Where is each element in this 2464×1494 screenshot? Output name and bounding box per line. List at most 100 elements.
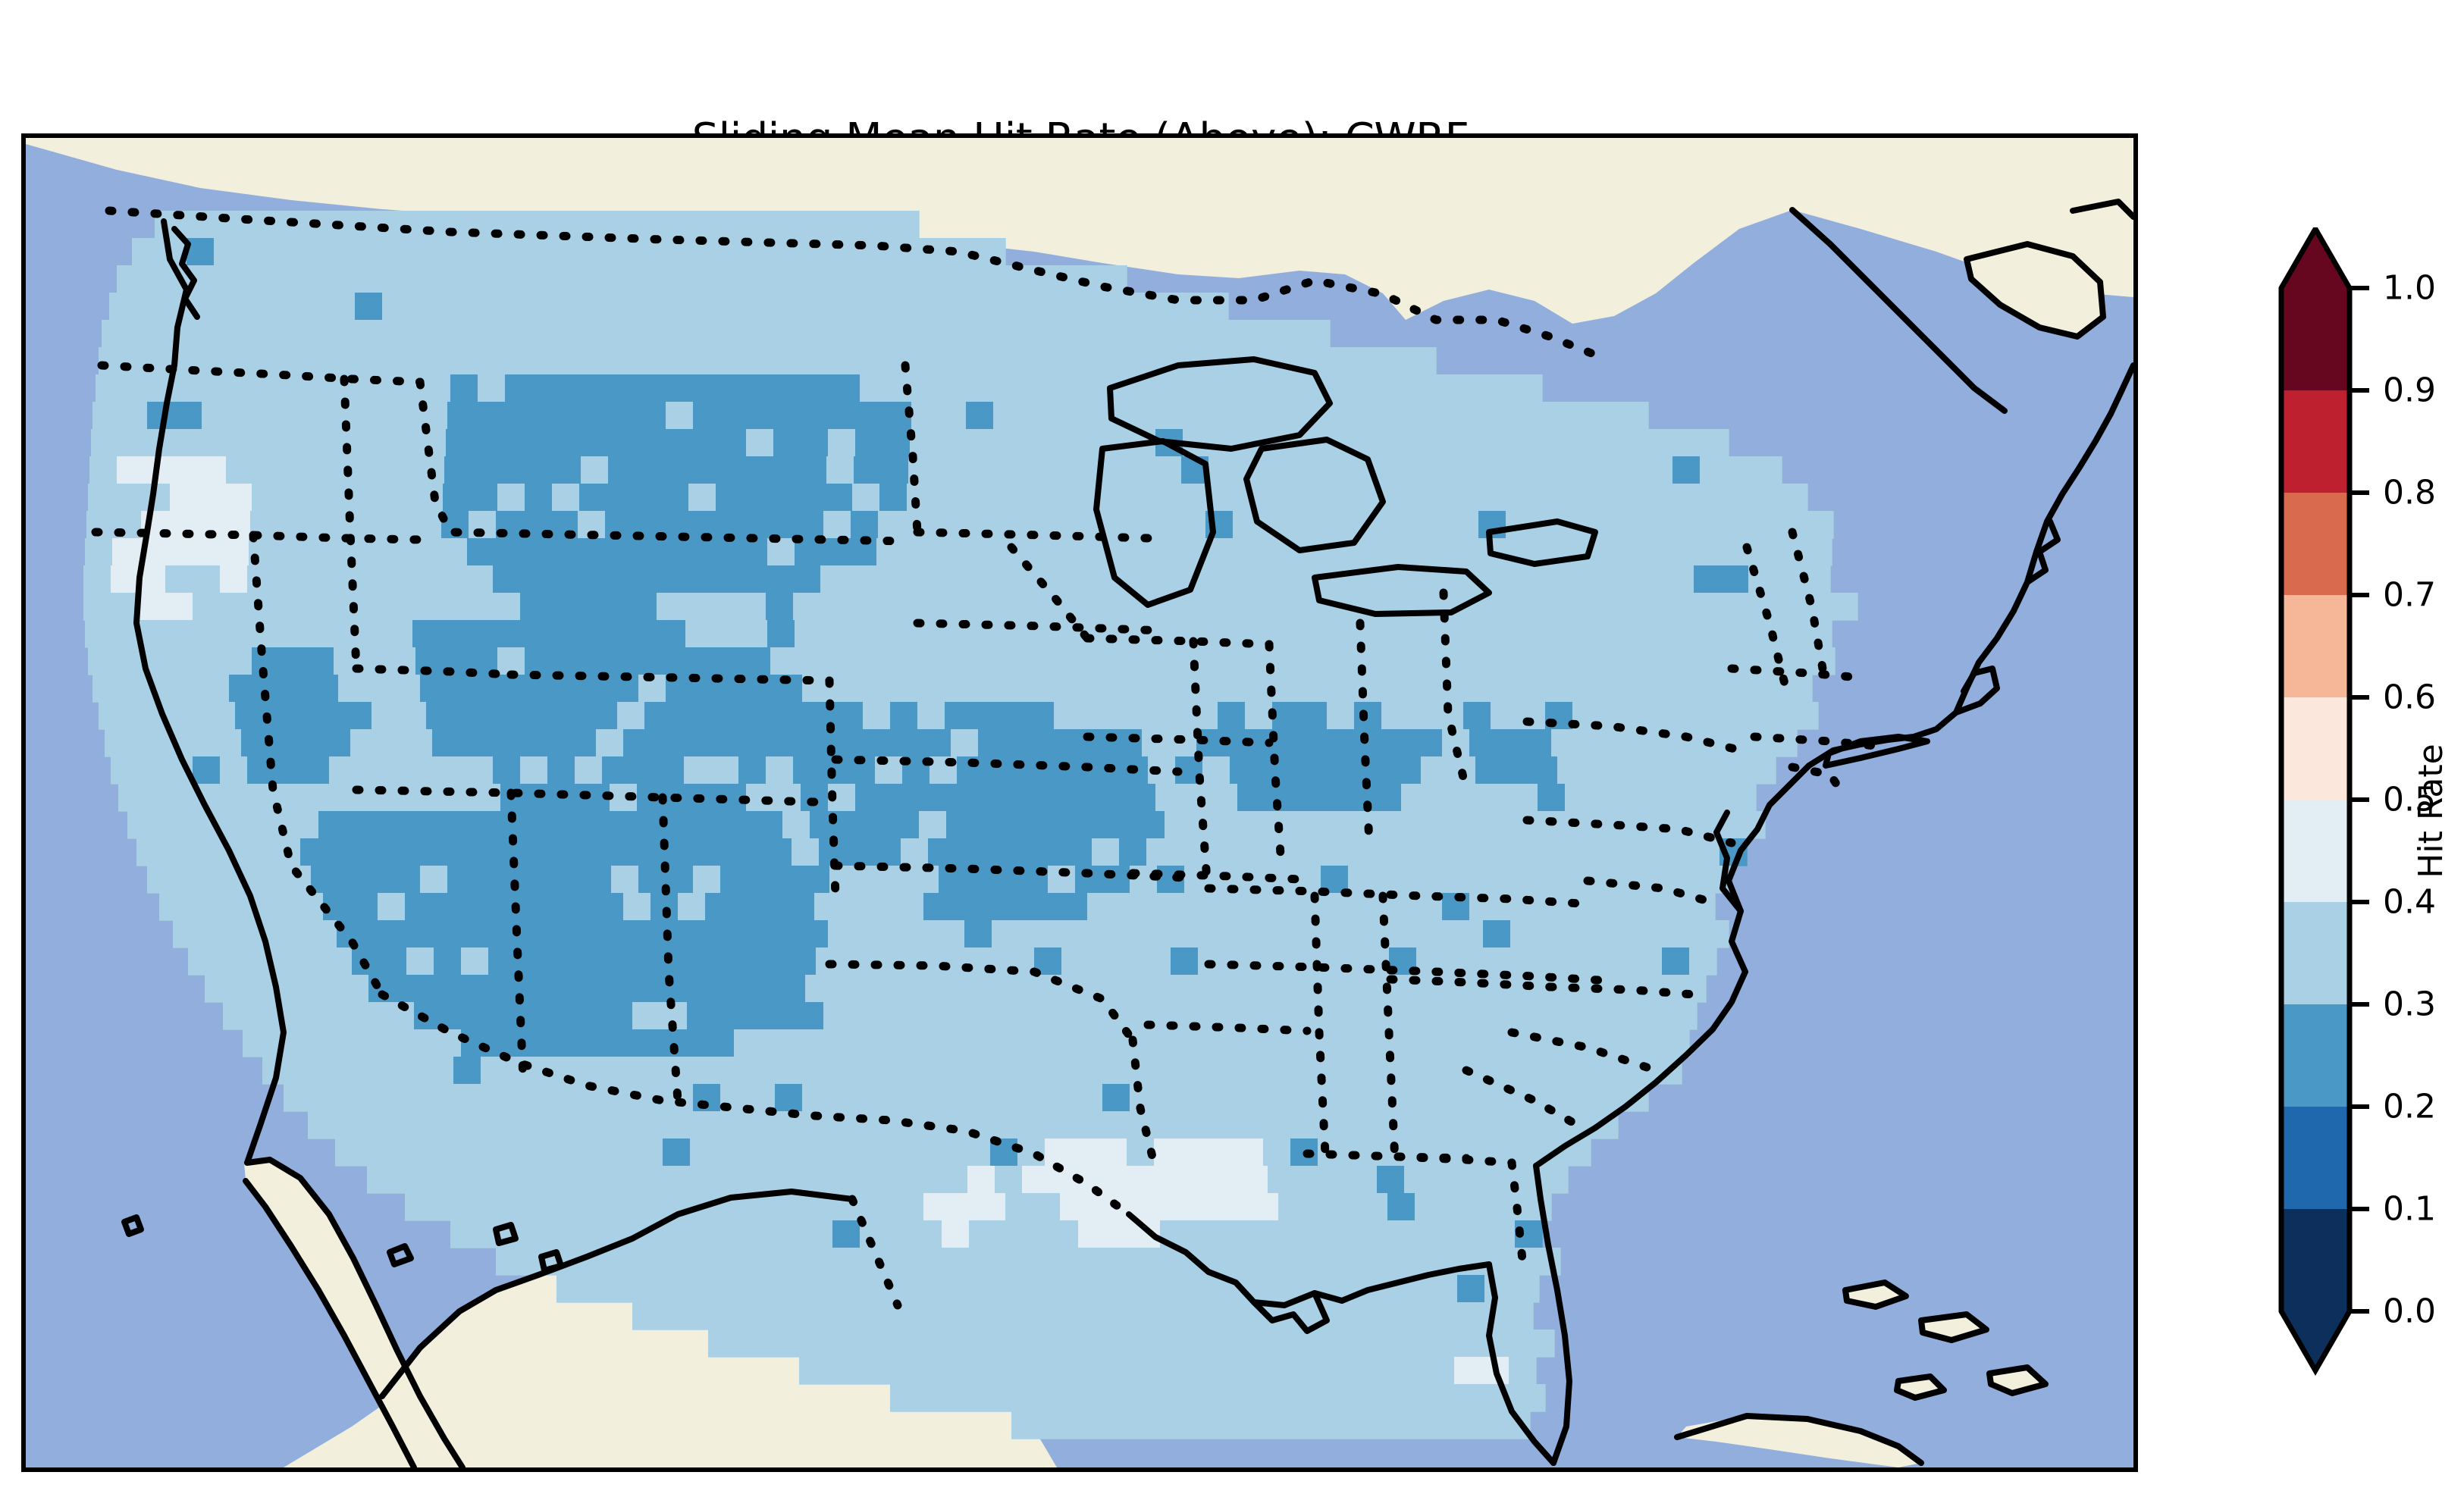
data-grid-cell bbox=[1202, 565, 1230, 594]
data-grid-cell bbox=[864, 211, 892, 239]
data-grid-cell bbox=[88, 647, 116, 675]
data-grid-cell bbox=[338, 1084, 366, 1112]
data-grid-cell bbox=[1639, 565, 1667, 594]
data-grid-cell bbox=[799, 1139, 827, 1167]
data-grid-cell bbox=[716, 647, 744, 675]
data-grid-cell bbox=[1154, 1139, 1182, 1167]
data-grid-cell bbox=[309, 429, 337, 457]
data-grid-cell bbox=[1157, 402, 1185, 430]
data-grid-cell bbox=[1278, 1193, 1306, 1221]
state-border-line bbox=[415, 377, 910, 546]
data-grid-cell bbox=[1303, 320, 1331, 348]
data-grid-cell bbox=[459, 893, 487, 921]
colorbar[interactable]: 1.0 0.9 0.8 0.7 0.6 0.5 0.4 0.3 0.2 0.1 0.0 Hit Ra… bbox=[2271, 227, 2464, 1380]
data-grid-cell bbox=[746, 429, 774, 457]
data-grid-cell bbox=[614, 374, 642, 402]
coastline-path bbox=[2024, 518, 2061, 585]
data-grid-cell bbox=[1178, 511, 1206, 539]
data-grid-cell bbox=[1028, 811, 1056, 839]
data-grid-cell bbox=[420, 1084, 448, 1112]
data-grid-cell bbox=[218, 293, 246, 321]
data-grid-cell bbox=[1515, 374, 1543, 402]
data-grid-cell bbox=[147, 866, 175, 894]
data-grid-cell bbox=[749, 1166, 777, 1194]
data-grid-cell bbox=[1642, 1002, 1670, 1030]
data-grid-cell bbox=[769, 1248, 797, 1276]
data-grid-cell bbox=[1390, 1330, 1419, 1358]
data-grid-cell bbox=[111, 593, 139, 621]
data-grid-cell bbox=[1431, 1166, 1459, 1194]
data-grid-cell bbox=[972, 702, 1000, 730]
data-grid-cell bbox=[735, 1330, 763, 1358]
data-grid-cell bbox=[140, 620, 168, 648]
data-grid-cell bbox=[691, 920, 719, 948]
data-grid-cell bbox=[226, 456, 254, 484]
data-grid-cell bbox=[644, 1057, 672, 1085]
data-grid-cell bbox=[1345, 1139, 1373, 1167]
data-grid-cell bbox=[1527, 1330, 1555, 1358]
data-grid-cell bbox=[1101, 920, 1129, 948]
data-grid-cell bbox=[1213, 1166, 1241, 1194]
data-grid-cell bbox=[866, 320, 894, 348]
data-grid-cell bbox=[1322, 1166, 1350, 1194]
data-grid-cell bbox=[549, 620, 577, 648]
data-grid-cell bbox=[1666, 565, 1694, 594]
data-grid-cell bbox=[446, 429, 474, 457]
data-grid-cell bbox=[473, 784, 501, 812]
data-grid-cell bbox=[964, 429, 992, 457]
data-grid-cell bbox=[1450, 538, 1478, 566]
colorbar-bin bbox=[2281, 1004, 2350, 1107]
data-grid-cell bbox=[1724, 511, 1752, 539]
data-grid-cell bbox=[466, 756, 494, 785]
data-grid-cell bbox=[1400, 1111, 1428, 1139]
data-grid-cell bbox=[820, 593, 848, 621]
data-grid-cell bbox=[754, 347, 782, 375]
data-grid-cell bbox=[1146, 838, 1174, 866]
data-grid-cell bbox=[602, 593, 630, 621]
data-grid-cell bbox=[1039, 756, 1067, 785]
data-grid-cell bbox=[1616, 484, 1644, 512]
data-grid-cell bbox=[177, 374, 205, 402]
data-grid-cell bbox=[1498, 947, 1526, 976]
data-grid-cell bbox=[1563, 456, 1591, 484]
data-grid-cell bbox=[972, 1384, 1000, 1412]
data-grid-cell bbox=[763, 1330, 791, 1358]
colorbar-ticks bbox=[2350, 286, 2369, 1314]
data-grid-cell bbox=[1212, 402, 1240, 430]
data-grid-cell bbox=[1230, 1411, 1258, 1439]
data-grid-cell bbox=[1187, 1220, 1215, 1248]
data-grid-cell bbox=[657, 593, 685, 621]
data-grid-cell bbox=[444, 456, 472, 484]
data-grid-cell bbox=[1398, 484, 1426, 512]
data-grid-cell bbox=[855, 784, 883, 812]
data-grid-cell bbox=[873, 293, 901, 321]
map-canvas bbox=[26, 138, 2133, 1467]
data-grid-cell bbox=[526, 1111, 554, 1139]
data-grid-cell bbox=[1293, 675, 1321, 703]
data-grid-cell bbox=[960, 1302, 988, 1330]
data-grid-cell bbox=[1365, 838, 1393, 866]
data-grid-cell bbox=[1196, 893, 1224, 921]
data-grid-cell bbox=[1721, 565, 1749, 594]
data-grid-cell bbox=[174, 402, 202, 430]
data-grid-cell bbox=[613, 1166, 641, 1194]
data-grid-cell bbox=[1557, 593, 1585, 621]
data-grid-cell bbox=[1591, 456, 1619, 484]
data-grid-cell bbox=[1224, 893, 1252, 921]
data-grid-cell bbox=[1024, 374, 1052, 402]
data-grid-cell bbox=[220, 565, 248, 594]
colorbar-over-arrow bbox=[2281, 229, 2350, 288]
data-grid-cell bbox=[937, 429, 965, 457]
data-grid-cell bbox=[447, 1084, 475, 1112]
data-grid-cell bbox=[526, 265, 554, 293]
data-grid-cell bbox=[590, 702, 618, 730]
data-grid-cell bbox=[422, 1166, 450, 1194]
data-grid-cell bbox=[1237, 920, 1265, 948]
data-grid-cell bbox=[582, 920, 610, 948]
map-panel[interactable] bbox=[21, 133, 2138, 1472]
data-grid-cell bbox=[591, 811, 619, 839]
data-grid-cell bbox=[1487, 975, 1516, 1003]
coastline-path bbox=[1726, 782, 1792, 975]
data-grid-cell bbox=[291, 811, 319, 839]
data-grid-cell bbox=[1409, 702, 1437, 730]
